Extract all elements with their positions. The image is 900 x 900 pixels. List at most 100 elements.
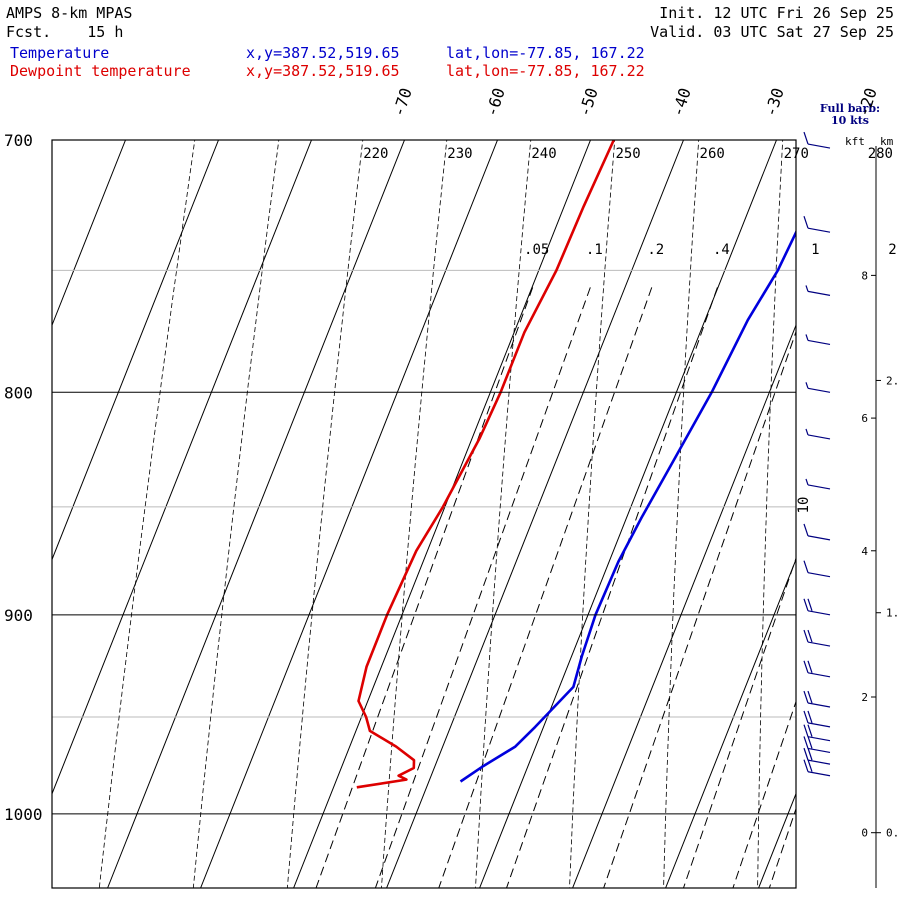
plot-border (51, 139, 797, 889)
plot-frame (51, 139, 797, 889)
wind-barb-staff (807, 722, 831, 728)
kft-tick-label: 0 (861, 827, 868, 840)
wind-barb-flag (807, 736, 813, 749)
wind-barb-flag (803, 560, 809, 573)
wind-barb-flag (803, 724, 809, 737)
wind-barb-staff (807, 672, 831, 678)
wind-barb (803, 560, 831, 578)
wind-barb-staff (807, 572, 831, 578)
km-tick-label: 2. (886, 374, 899, 387)
wind-barb-staff (807, 339, 831, 346)
mixing-ratio-line (732, 700, 796, 888)
wind-barb-staff (807, 227, 831, 233)
kft-tick-label: 6 (861, 412, 868, 425)
wind-barb (805, 382, 831, 393)
wind-barb (803, 759, 831, 777)
mixing-ratio-label: 2 (888, 242, 896, 258)
wind-barb-flag (807, 598, 813, 612)
wind-barb-flag (803, 215, 809, 229)
isotherm-line (665, 558, 796, 888)
temperature-latlon: lat,lon=-77.85, 167.22 (446, 44, 645, 62)
height-axis: kft km 8 6 4 2 0 2. 1. 0. (845, 135, 899, 888)
wind-barb-flag (807, 710, 813, 724)
dry-adiabat-line (286, 140, 364, 888)
wind-barb-half-flag (805, 478, 809, 486)
fcst-value: 15 h (87, 23, 124, 41)
temperature-tick-label: -30 (761, 86, 788, 119)
temperature-tick-label: -60 (482, 86, 509, 119)
dry-adiabat-line (757, 140, 784, 888)
mixing-ratio-label: 1 (811, 242, 819, 258)
mixing-ratio-label: .05 (524, 242, 549, 258)
isotherm-line (200, 140, 498, 888)
valid-time: Valid. 03 UTC Sat 27 Sep 25 (650, 23, 894, 41)
mixing-ratio-label: .2 (647, 242, 664, 258)
isotherm-line (386, 140, 684, 888)
dry-adiabat-label: 230 (447, 146, 472, 162)
mixing-ratio-line (506, 287, 718, 888)
wind-barb-flag (803, 629, 809, 643)
wind-barb (803, 629, 831, 647)
dewpoint-profile-line (356, 140, 615, 789)
wind-barb (803, 724, 831, 742)
wind-barb-staff (807, 771, 831, 777)
wind-barb (803, 131, 831, 149)
wind-barb-staff (807, 535, 831, 541)
dry-adiabat-label: 250 (615, 146, 640, 162)
wind-barb (803, 598, 831, 616)
wind-barb-half-flag (805, 428, 809, 436)
mixing-ratio-line (374, 287, 591, 888)
wind-barb-staff (807, 641, 831, 647)
kft-unit-label: kft (845, 135, 865, 148)
mixing-ratio-label: .4 (713, 242, 730, 258)
isotherm-line (52, 140, 126, 327)
profile-lines (356, 140, 796, 789)
dry-adiabat-line (380, 140, 448, 888)
wind-barb-flag (803, 523, 809, 537)
km-unit-label: km (880, 135, 894, 148)
isotherm-line (52, 140, 312, 796)
legend-dewpoint: Dewpoint temperature (10, 62, 191, 80)
wind-barb-flag (807, 660, 813, 673)
fcst-label: Fcst. (6, 23, 52, 41)
wind-barb-staff (807, 484, 831, 490)
wind-barb-flag (803, 131, 809, 145)
dry-adiabat-line (98, 140, 196, 888)
wind-barb (803, 747, 831, 765)
dry-adiabat-line (663, 140, 700, 888)
wind-barb (805, 285, 831, 296)
wind-barb-staff (807, 387, 831, 393)
wind-barb-flag (807, 759, 813, 772)
mixing-ratio-line (768, 807, 796, 888)
legend-temperature: Temperature (10, 44, 110, 62)
wind-barb-flag (803, 747, 809, 761)
wind-barb-staff (807, 610, 831, 616)
model-title: AMPS 8-km MPAS (6, 4, 133, 22)
kft-tick-label: 4 (861, 545, 868, 558)
axis-labels: 7008009001000-70-60-50-40-30-20-10022023… (4, 86, 897, 824)
wind-barb-staff (807, 143, 831, 149)
mixing-ratio-label: .1 (586, 242, 603, 258)
wind-barb (803, 215, 831, 233)
dewpoint-xy: x,y=387.52,519.65 (246, 62, 400, 80)
wind-barb-half-flag (805, 285, 809, 292)
wind-barb-half-flag (805, 382, 809, 389)
temperature-tick-label: -50 (575, 86, 602, 119)
wind-barb (805, 478, 831, 490)
wind-barb (805, 334, 831, 346)
temperature-tick-label: -20 (854, 86, 881, 119)
wind-barb (803, 523, 831, 541)
wind-barb-staff (807, 736, 831, 742)
wind-barb-flag (807, 747, 813, 761)
wind-barb (803, 736, 831, 754)
barb-legend: Full barb: 10 kts (812, 103, 888, 127)
isotherm-line (0, 140, 33, 888)
kft-tick-label: 2 (861, 691, 868, 704)
isotherm-line (572, 323, 796, 888)
pressure-tick-label: 700 (4, 131, 33, 150)
temperature-xy: x,y=387.52,519.65 (246, 44, 400, 62)
wind-barb (803, 710, 831, 728)
wind-barb-staff (807, 434, 831, 440)
grid-lines (0, 140, 796, 888)
